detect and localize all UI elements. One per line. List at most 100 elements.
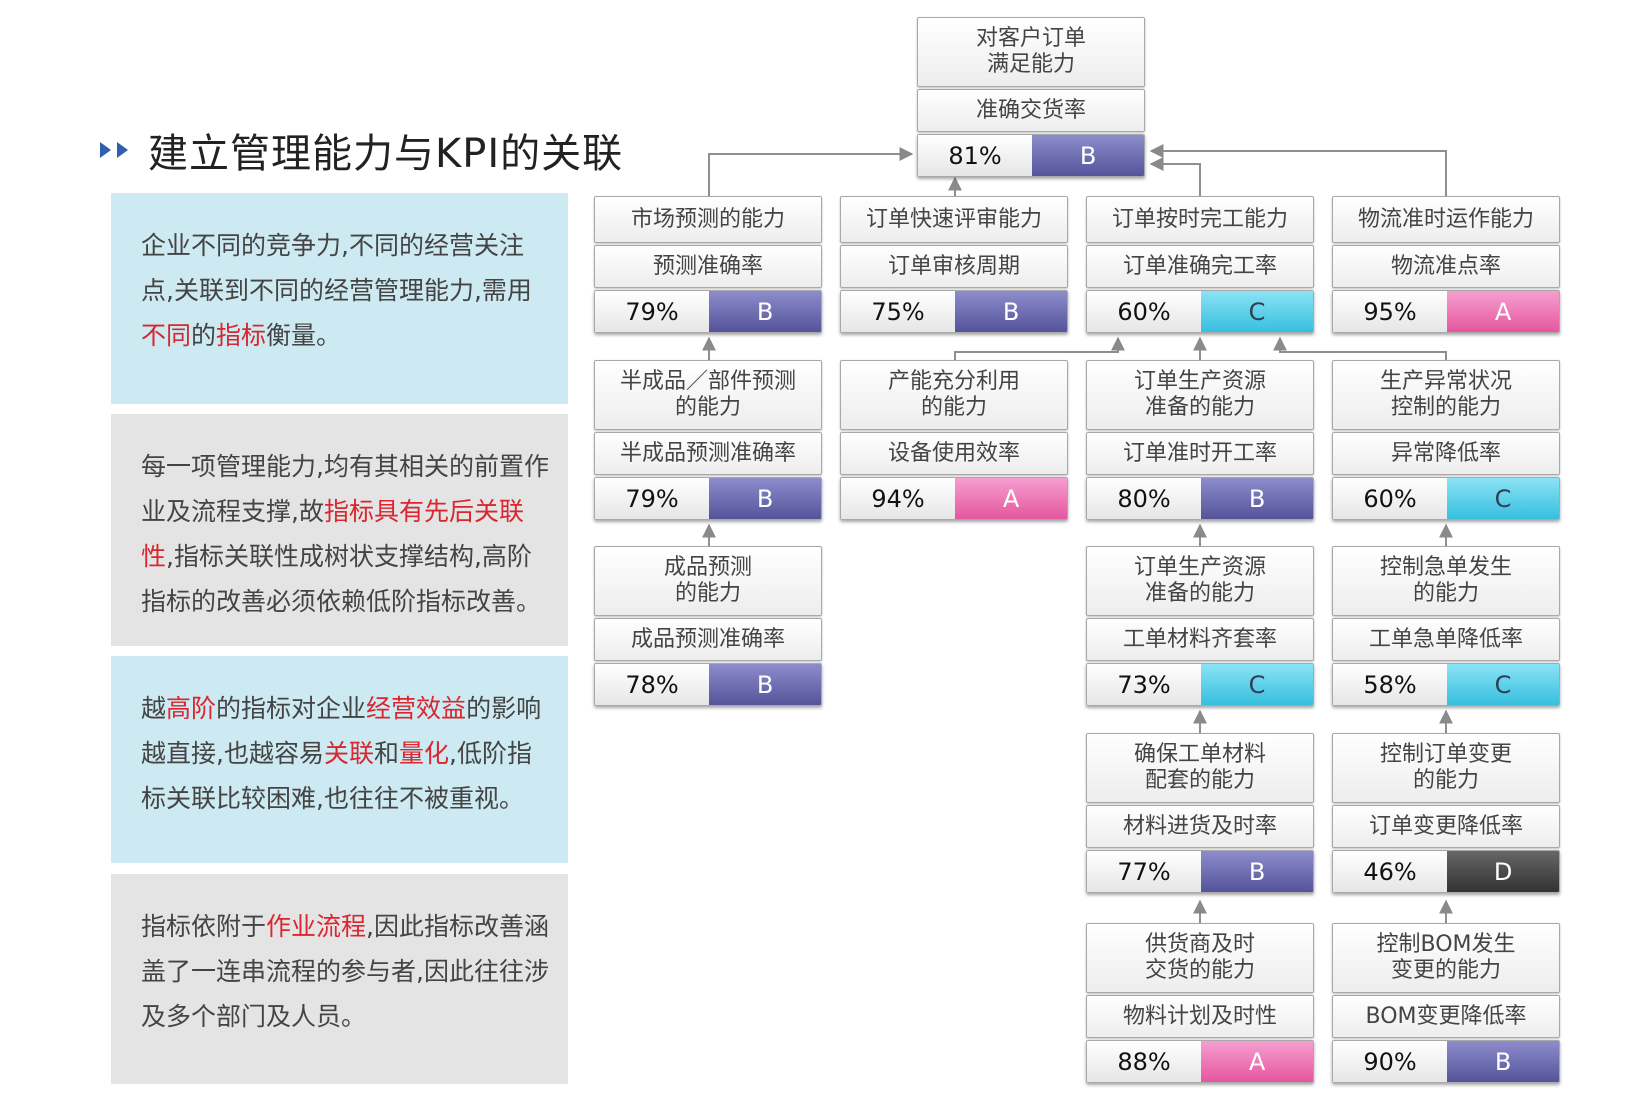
capability-line: 满足能力: [986, 52, 1075, 77]
kpi-label: 半成品预测准确率: [594, 432, 822, 475]
capability-line: 交货的能力: [1144, 958, 1255, 983]
link-market-root: [708, 147, 914, 196]
capability-line: 的能力: [674, 395, 741, 420]
capability-label: 订单生产资源 准备的能力: [1086, 546, 1314, 616]
kpi-label: 工单急单降低率: [1332, 618, 1560, 661]
bullet-arrow-icon: [100, 142, 111, 158]
capability-label: 物流准时运作能力: [1332, 196, 1560, 243]
score-bar: 73% C: [1086, 663, 1314, 706]
highlight-text: 经营效益: [366, 694, 467, 723]
capability-line: 控制急单发生: [1379, 555, 1512, 580]
score-bar: 80% B: [1086, 477, 1314, 520]
body-text: ,因此指标改善涵盖了一连串流程的参与者,因此往往涉及多个部门及人员。: [141, 912, 549, 1031]
capability-line: 物流准时运作能力: [1357, 206, 1534, 232]
kpi-value: 60%: [1087, 291, 1202, 332]
kpi-node-semi: 半成品／部件预测 的能力 半成品预测准确率 79% B: [594, 360, 822, 520]
kpi-value: 58%: [1333, 664, 1448, 705]
score-bar: 60% C: [1086, 290, 1314, 333]
capability-line: 准备的能力: [1144, 581, 1255, 606]
kpi-label: 订单审核周期: [840, 245, 1068, 288]
kpi-node-resprep2: 订单生产资源 准备的能力 工单材料齐套率 73% C: [1086, 546, 1314, 706]
grade-badge: A: [955, 478, 1067, 519]
highlight-text: 指标具有先后关联性: [141, 497, 524, 571]
kpi-label: 设备使用效率: [840, 432, 1068, 475]
capability-line: 的能力: [674, 581, 741, 606]
score-bar: 78% B: [594, 663, 822, 706]
link-logistic-root: [1149, 144, 1447, 196]
capability-line: 控制订单变更: [1379, 742, 1512, 767]
score-bar: 88% A: [1086, 1040, 1314, 1083]
kpi-value: 79%: [595, 291, 710, 332]
body-text: 的影响越直接,也越容易: [141, 694, 542, 768]
link-capacity-ontime: [954, 336, 1125, 360]
body-text: 和: [373, 739, 399, 768]
capability-line: 的能力: [920, 395, 987, 420]
kpi-value: 78%: [595, 664, 710, 705]
score-bar: 79% B: [594, 290, 822, 333]
capability-line: 产能充分利用: [887, 369, 1020, 394]
capability-label: 控制急单发生 的能力: [1332, 546, 1560, 616]
kpi-node-material: 确保工单材料 配套的能力 材料进货及时率 77% B: [1086, 733, 1314, 893]
kpi-label: 订单准时开工率: [1086, 432, 1314, 475]
kpi-label: 材料进货及时率: [1086, 805, 1314, 848]
kpi-value: 60%: [1333, 478, 1448, 519]
kpi-node-change: 控制订单变更 的能力 订单变更降低率 46% D: [1332, 733, 1560, 893]
text-panel-high-level-kpi: 越高阶的指标对企业经营效益的影响越直接,也越容易关联和量化,低阶指标关联比较困难…: [111, 656, 568, 863]
capability-label: 半成品／部件预测 的能力: [594, 360, 822, 430]
body-text: ,低阶指标关联比较困难,也往往不被重视。: [141, 739, 532, 813]
highlight-text: 关联: [323, 739, 374, 768]
score-bar: 75% B: [840, 290, 1068, 333]
capability-label: 控制BOM发生 变更的能力: [1332, 923, 1560, 993]
grade-badge: C: [1201, 664, 1313, 705]
body-text: 衡量。: [266, 321, 342, 350]
kpi-value: 80%: [1087, 478, 1202, 519]
kpi-node-supplier: 供货商及时 交货的能力 物料计划及时性 88% A: [1086, 923, 1314, 1083]
kpi-node-bom: 控制BOM发生 变更的能力 BOM变更降低率 90% B: [1332, 923, 1560, 1083]
capability-line: 对客户订单: [975, 26, 1086, 51]
kpi-label: 工单材料齐套率: [1086, 618, 1314, 661]
kpi-value: 79%: [595, 478, 710, 519]
grade-badge: A: [1447, 291, 1559, 332]
capability-line: 供货商及时: [1144, 932, 1255, 957]
kpi-value: 88%: [1087, 1041, 1202, 1082]
grade-badge: B: [1032, 135, 1144, 176]
kpi-value: 95%: [1333, 291, 1448, 332]
text-panel-process-kpi: 指标依附于作业流程,因此指标改善涵盖了一连串流程的参与者,因此往往涉及多个部门及…: [111, 874, 568, 1084]
capability-line: 生产异常状况: [1379, 369, 1512, 394]
body-text: 企业不同的竞争力,不同的经营关注点,关联到不同的经营管理能力,需用: [141, 231, 532, 305]
capability-label: 订单按时完工能力: [1086, 196, 1314, 243]
kpi-label: 订单变更降低率: [1332, 805, 1560, 848]
grade-badge: B: [709, 664, 821, 705]
kpi-label: 异常降低率: [1332, 432, 1560, 475]
grade-badge: B: [709, 291, 821, 332]
capability-label: 订单快速评审能力: [840, 196, 1068, 243]
capability-line: 准备的能力: [1144, 395, 1255, 420]
score-bar: 79% B: [594, 477, 822, 520]
title-bar: 建立管理能力与KPI的关联: [100, 122, 623, 178]
kpi-node-finished: 成品预测 的能力 成品预测准确率 78% B: [594, 546, 822, 706]
kpi-label: 准确交货率: [917, 89, 1145, 132]
capability-line: 变更的能力: [1390, 958, 1501, 983]
kpi-label: 预测准确率: [594, 245, 822, 288]
grade-badge: B: [1201, 851, 1313, 892]
highlight-text: 不同: [141, 321, 192, 350]
kpi-label: 订单准确完工率: [1086, 245, 1314, 288]
highlight-text: 作业流程: [266, 912, 367, 941]
capability-line: 控制的能力: [1390, 395, 1501, 420]
bullet-arrow-icon: [117, 142, 128, 158]
capability-line: 半成品／部件预测: [619, 369, 796, 394]
kpi-label: 成品预测准确率: [594, 618, 822, 661]
capability-label: 确保工单材料 配套的能力: [1086, 733, 1314, 803]
kpi-label: BOM变更降低率: [1332, 995, 1560, 1038]
capability-line: 的能力: [1412, 581, 1479, 606]
score-bar: 58% C: [1332, 663, 1560, 706]
capability-label: 控制订单变更 的能力: [1332, 733, 1560, 803]
kpi-node-ontime: 订单按时完工能力订单准确完工率 60% C: [1086, 196, 1314, 333]
kpi-value: 90%: [1333, 1041, 1448, 1082]
kpi-node-market: 市场预测的能力 预测准确率 79% B: [594, 196, 822, 333]
highlight-text: 量化: [398, 739, 449, 768]
grade-badge: C: [1447, 478, 1559, 519]
capability-line: 订单按时完工能力: [1111, 206, 1288, 232]
score-bar: 94% A: [840, 477, 1068, 520]
kpi-value: 81%: [918, 135, 1033, 176]
